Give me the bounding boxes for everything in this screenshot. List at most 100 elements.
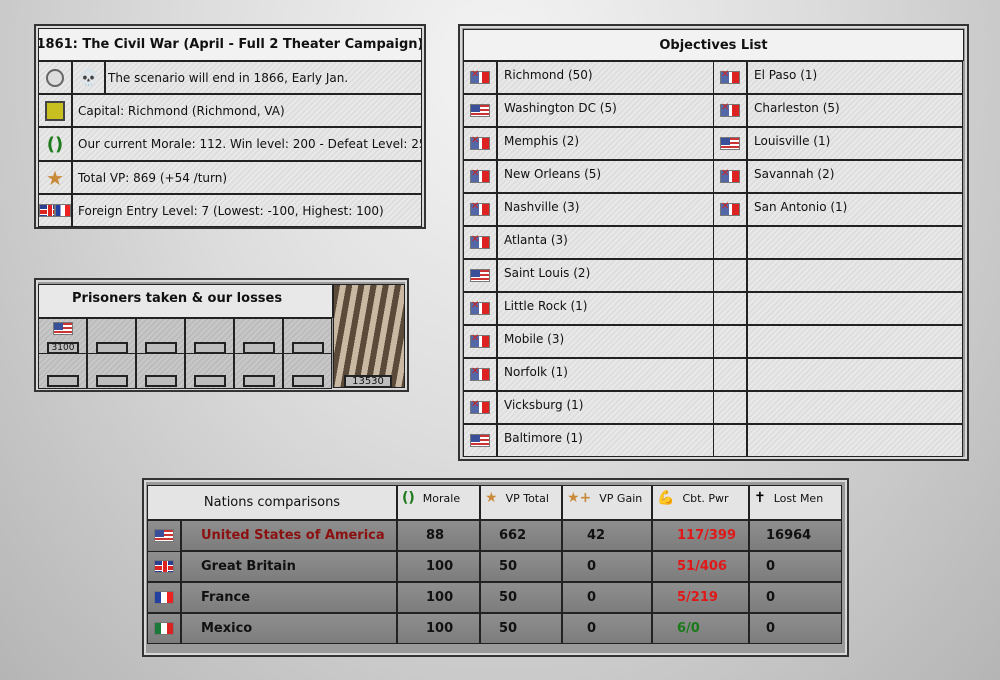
csa-flag-icon [720,102,740,117]
objective-item[interactable]: Vicksburg (1) [497,391,714,424]
objective-item[interactable]: Nashville (3) [497,193,714,226]
objectives-title: Objectives List [463,29,964,61]
objective-flag-cell [713,424,747,457]
csa-flag-icon [470,168,490,183]
objective-item[interactable]: Memphis (2) [497,127,714,160]
star-icon: ★ [38,161,72,194]
usa-flag-icon [470,434,490,447]
nations-header-3: 💪 Cbt. Pwr [652,485,749,520]
objective-flag-cell [713,259,747,292]
objective-item[interactable]: Charleston (5) [747,94,963,127]
objective-flag-cell [713,391,747,424]
objective-item [747,226,963,259]
nation-vp-gain: 42 [562,520,652,551]
nation-name: United States of America [181,520,397,551]
laurel-icon: () [402,490,415,506]
objective-flag-cell [463,160,497,193]
objective-item[interactable]: New Orleans (5) [497,160,714,193]
objective-item[interactable]: Norfolk (1) [497,358,714,391]
csa-flag-icon [470,201,490,216]
header-label: Morale [422,492,461,505]
usa-flag-icon [53,322,73,335]
nation-lost: 0 [749,613,842,644]
nations-header-4: ✝ Lost Men [749,485,842,520]
csa-flag-icon [720,168,740,183]
skull-icon: 💀 [72,61,105,94]
objective-flag-cell [713,127,747,160]
prisoner-count-box [292,375,324,387]
cemetery-image [333,284,405,388]
nations-header-2: ★+ VP Gain [562,485,652,520]
morale-text: Our current Morale: 112. Win level: 200 … [72,127,422,161]
scenario-title: 1861: The Civil War (April - Full 2 Thea… [38,28,422,61]
objective-item[interactable]: Atlanta (3) [497,226,714,259]
objective-item [747,292,963,325]
objective-flag-cell [463,325,497,358]
star-plus-icon: ★+ [567,490,592,506]
usa-flag-icon [720,137,740,150]
objective-flag-cell [713,61,747,94]
nation-cbt: 6/0 [652,613,749,644]
prisoner-count-box [47,375,79,387]
prisoner-count-box [96,375,128,387]
objective-item[interactable]: El Paso (1) [747,61,963,94]
nation-cbt: 5/219 [652,582,749,613]
objective-item[interactable]: San Antonio (1) [747,193,963,226]
prisoners-panel: Prisoners taken & our losses 3100 13530 [34,278,409,392]
objective-flag-cell [713,292,747,325]
objective-flag-cell [463,358,497,391]
objective-item [747,424,963,457]
uk-flag-icon [154,560,174,573]
nations-panel: Nations comparisons () Morale ★ VP Total ★+ V… [142,478,849,657]
objective-item[interactable]: Louisville (1) [747,127,963,160]
foreign-entry-text: Foreign Entry Level: 7 (Lowest: -100, Hi… [72,194,422,227]
usa-flag-icon [470,269,490,282]
objective-item[interactable]: Baltimore (1) [497,424,714,457]
arm-icon: 💪 [657,490,675,506]
scenario-panel: 1861: The Civil War (April - Full 2 Thea… [34,24,426,229]
nations-title: Nations comparisons [147,485,397,520]
prisoner-count-box [145,375,177,387]
objective-item[interactable]: Richmond (50) [497,61,714,94]
nation-flag-cell [147,613,181,644]
nation-vp-total: 50 [480,613,562,644]
objective-flag-cell [713,358,747,391]
header-label: Cbt. Pwr [682,492,729,505]
csa-flag-icon [470,366,490,381]
csa-flag-icon [720,69,740,84]
nation-morale: 88 [397,520,480,551]
nation-lost: 0 [749,582,842,613]
objective-item[interactable]: Saint Louis (2) [497,259,714,292]
cross-icon: ✝ [754,490,766,506]
nation-morale: 100 [397,582,480,613]
objective-flag-cell [463,292,497,325]
nation-vp-total: 662 [480,520,562,551]
objective-item[interactable]: Savannah (2) [747,160,963,193]
nation-morale: 100 [397,613,480,644]
usa-flag-icon [154,529,174,542]
nations-header-0: () Morale [397,485,480,520]
header-label: VP Gain [599,492,643,505]
nation-flag-cell [147,520,181,553]
nation-cbt: 51/406 [652,551,749,582]
nation-lost: 16964 [749,520,842,551]
objective-item [747,391,963,424]
prisoners-grid: 3100 [38,318,333,389]
nation-vp-gain: 0 [562,551,652,582]
header-label: Lost Men [773,492,824,505]
objective-item[interactable]: Mobile (3) [497,325,714,358]
objective-item [747,259,963,292]
nation-morale: 100 [397,551,480,582]
nation-vp-total: 50 [480,551,562,582]
objective-flag-cell [463,193,497,226]
objective-item[interactable]: Washington DC (5) [497,94,714,127]
objective-item[interactable]: Little Rock (1) [497,292,714,325]
nation-vp-total: 50 [480,582,562,613]
objective-flag-cell [713,226,747,259]
objective-flag-cell [713,325,747,358]
objective-flag-cell [463,391,497,424]
capitol-icon [38,94,72,127]
nation-vp-gain: 0 [562,582,652,613]
mx-flag-icon [154,622,174,635]
clock-icon [38,61,72,94]
